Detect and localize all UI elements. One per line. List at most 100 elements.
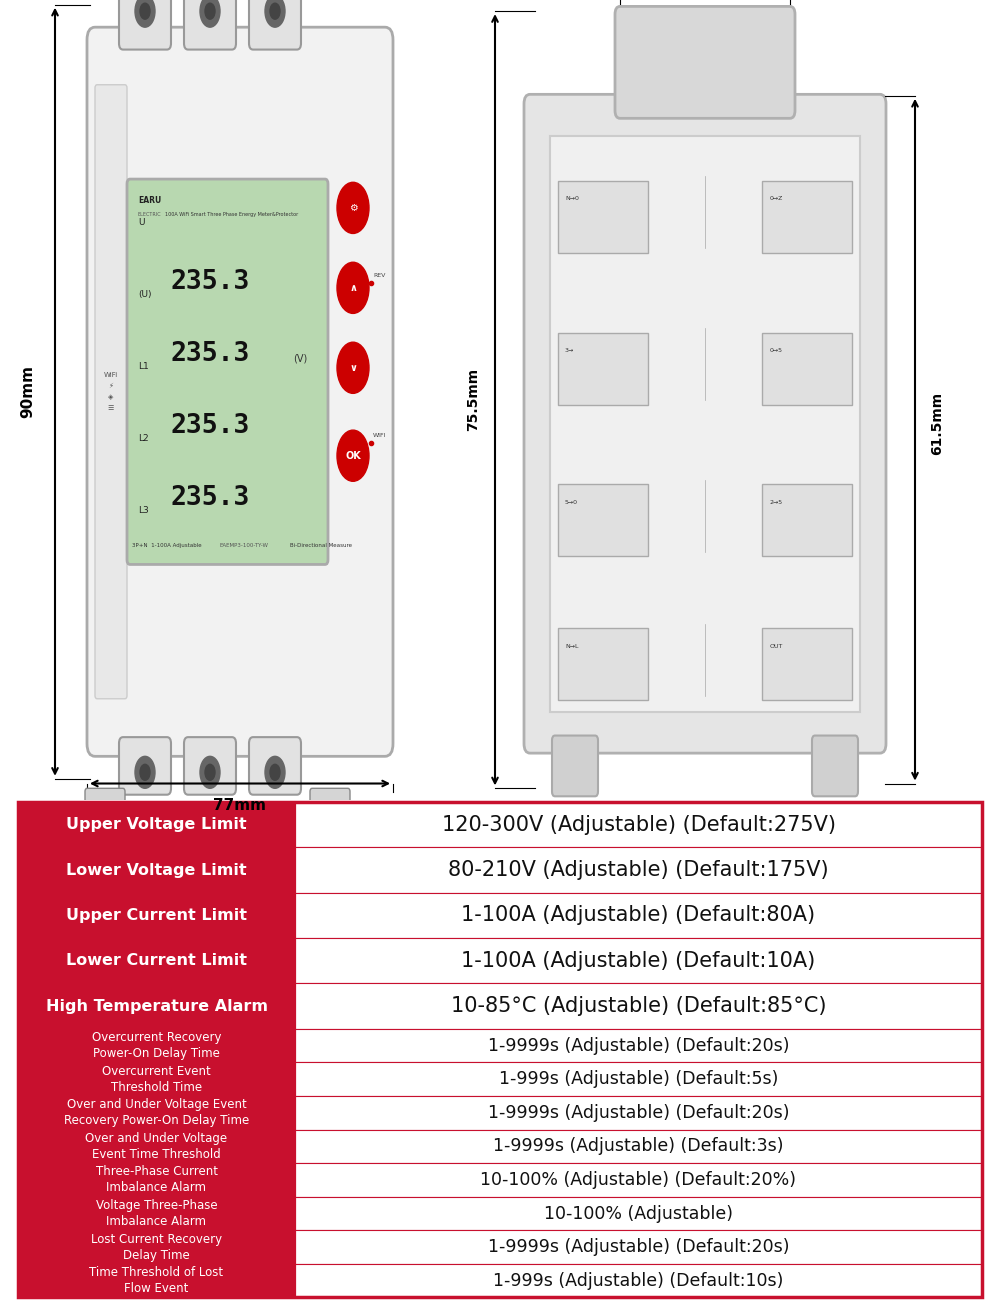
Circle shape — [205, 764, 215, 780]
Bar — [18, 1264, 295, 1297]
Circle shape — [337, 182, 369, 234]
Text: 235.3: 235.3 — [170, 269, 249, 295]
FancyBboxPatch shape — [310, 788, 350, 829]
FancyBboxPatch shape — [552, 736, 598, 797]
FancyBboxPatch shape — [249, 0, 301, 49]
Text: 10-100% (Adjustable) (Default:20%): 10-100% (Adjustable) (Default:20%) — [480, 1171, 796, 1190]
Bar — [18, 1197, 295, 1230]
Text: 1-9999s (Adjustable) (Default:3s): 1-9999s (Adjustable) (Default:3s) — [493, 1138, 784, 1156]
FancyBboxPatch shape — [127, 179, 328, 564]
Bar — [18, 1230, 295, 1264]
Text: L2: L2 — [138, 434, 149, 443]
Bar — [18, 939, 295, 983]
Bar — [18, 1062, 295, 1096]
Text: L3: L3 — [138, 506, 149, 515]
Bar — [18, 893, 295, 939]
Circle shape — [200, 757, 220, 788]
Text: 235.3: 235.3 — [170, 342, 249, 368]
Text: Lower Voltage Limit: Lower Voltage Limit — [66, 862, 247, 878]
Bar — [550, 136, 860, 711]
Bar — [18, 1096, 295, 1130]
Text: 1-100A (Adjustable) (Default:10A): 1-100A (Adjustable) (Default:10A) — [461, 950, 816, 971]
Text: Over and Under Voltage
Event Time Threshold: Over and Under Voltage Event Time Thresh… — [85, 1132, 228, 1161]
FancyBboxPatch shape — [762, 181, 852, 252]
Text: 3→: 3→ — [565, 348, 574, 352]
FancyBboxPatch shape — [812, 736, 858, 797]
Circle shape — [270, 764, 280, 780]
Text: 10-100% (Adjustable): 10-100% (Adjustable) — [544, 1205, 733, 1222]
FancyBboxPatch shape — [762, 333, 852, 404]
Circle shape — [265, 0, 285, 27]
Bar — [295, 802, 982, 848]
Bar — [18, 1062, 295, 1096]
Text: OK: OK — [345, 451, 361, 460]
Circle shape — [140, 3, 150, 20]
FancyBboxPatch shape — [95, 84, 127, 699]
Bar — [18, 893, 295, 939]
Bar — [18, 1264, 295, 1297]
Text: 75.5mm: 75.5mm — [466, 368, 480, 432]
Bar — [18, 1197, 295, 1230]
Text: Over and Under Voltage Event
Recovery Power-On Delay Time: Over and Under Voltage Event Recovery Po… — [64, 1098, 249, 1127]
Text: WiFi
⚡
◈
☰: WiFi ⚡ ◈ ☰ — [104, 372, 118, 411]
Bar — [295, 983, 982, 1028]
Bar — [18, 802, 295, 848]
Text: ∨: ∨ — [349, 363, 357, 373]
Bar — [18, 983, 295, 1028]
Text: ELECTRIC: ELECTRIC — [138, 212, 162, 217]
Text: N→0: N→0 — [565, 196, 579, 202]
FancyBboxPatch shape — [119, 0, 171, 49]
Text: 10-85°C (Adjustable) (Default:85°C): 10-85°C (Adjustable) (Default:85°C) — [451, 996, 826, 1017]
Bar — [295, 939, 982, 983]
Text: Time Threshold of Lost
Flow Event: Time Threshold of Lost Flow Event — [89, 1266, 224, 1295]
Text: U: U — [138, 218, 144, 227]
Bar — [18, 1130, 295, 1164]
Text: 61.5mm: 61.5mm — [930, 393, 944, 455]
Bar — [295, 1197, 982, 1230]
Text: 5→0: 5→0 — [565, 499, 578, 504]
FancyBboxPatch shape — [762, 628, 852, 701]
FancyBboxPatch shape — [249, 737, 301, 794]
Circle shape — [337, 342, 369, 394]
Text: Overcurrent Recovery
Power-On Delay Time: Overcurrent Recovery Power-On Delay Time — [92, 1031, 221, 1060]
Text: 1-9999s (Adjustable) (Default:20s): 1-9999s (Adjustable) (Default:20s) — [488, 1238, 789, 1256]
FancyBboxPatch shape — [524, 95, 886, 753]
Circle shape — [135, 0, 155, 27]
Circle shape — [337, 263, 369, 313]
Text: 2→5: 2→5 — [770, 499, 783, 504]
Bar — [295, 1264, 982, 1297]
Text: Upper Voltage Limit: Upper Voltage Limit — [66, 818, 247, 832]
Bar — [18, 1164, 295, 1197]
Text: Three-Phase Current
Imbalance Alarm: Three-Phase Current Imbalance Alarm — [96, 1165, 218, 1195]
Bar — [18, 848, 295, 893]
Text: 1-999s (Adjustable) (Default:10s): 1-999s (Adjustable) (Default:10s) — [493, 1271, 784, 1290]
Bar — [18, 939, 295, 983]
Text: Lost Current Recovery
Delay Time: Lost Current Recovery Delay Time — [91, 1232, 222, 1261]
Text: 77mm: 77mm — [214, 798, 266, 814]
Text: High Temperature Alarm: High Temperature Alarm — [46, 998, 268, 1014]
FancyBboxPatch shape — [558, 333, 648, 404]
Text: (U): (U) — [138, 290, 152, 299]
Bar — [18, 1164, 295, 1197]
FancyBboxPatch shape — [85, 788, 125, 829]
FancyBboxPatch shape — [184, 0, 236, 49]
Text: Upper Current Limit: Upper Current Limit — [66, 907, 247, 923]
Text: 100A WiFi Smart Three Phase Energy Meter&Protector: 100A WiFi Smart Three Phase Energy Meter… — [165, 212, 298, 217]
Bar — [18, 1028, 295, 1062]
Text: REV: REV — [373, 273, 385, 278]
Circle shape — [135, 757, 155, 788]
Text: 235.3: 235.3 — [170, 413, 249, 439]
Text: N→L: N→L — [565, 644, 578, 649]
FancyBboxPatch shape — [184, 737, 236, 794]
Text: 0→Z: 0→Z — [770, 196, 783, 202]
Text: ∧: ∧ — [349, 283, 357, 292]
FancyBboxPatch shape — [87, 27, 393, 757]
Text: OUT: OUT — [770, 644, 783, 649]
Circle shape — [205, 3, 215, 20]
Text: EARU: EARU — [138, 196, 161, 205]
Bar — [295, 893, 982, 939]
Text: L1: L1 — [138, 363, 149, 372]
Bar — [18, 983, 295, 1028]
Bar — [18, 1130, 295, 1164]
FancyBboxPatch shape — [762, 485, 852, 556]
